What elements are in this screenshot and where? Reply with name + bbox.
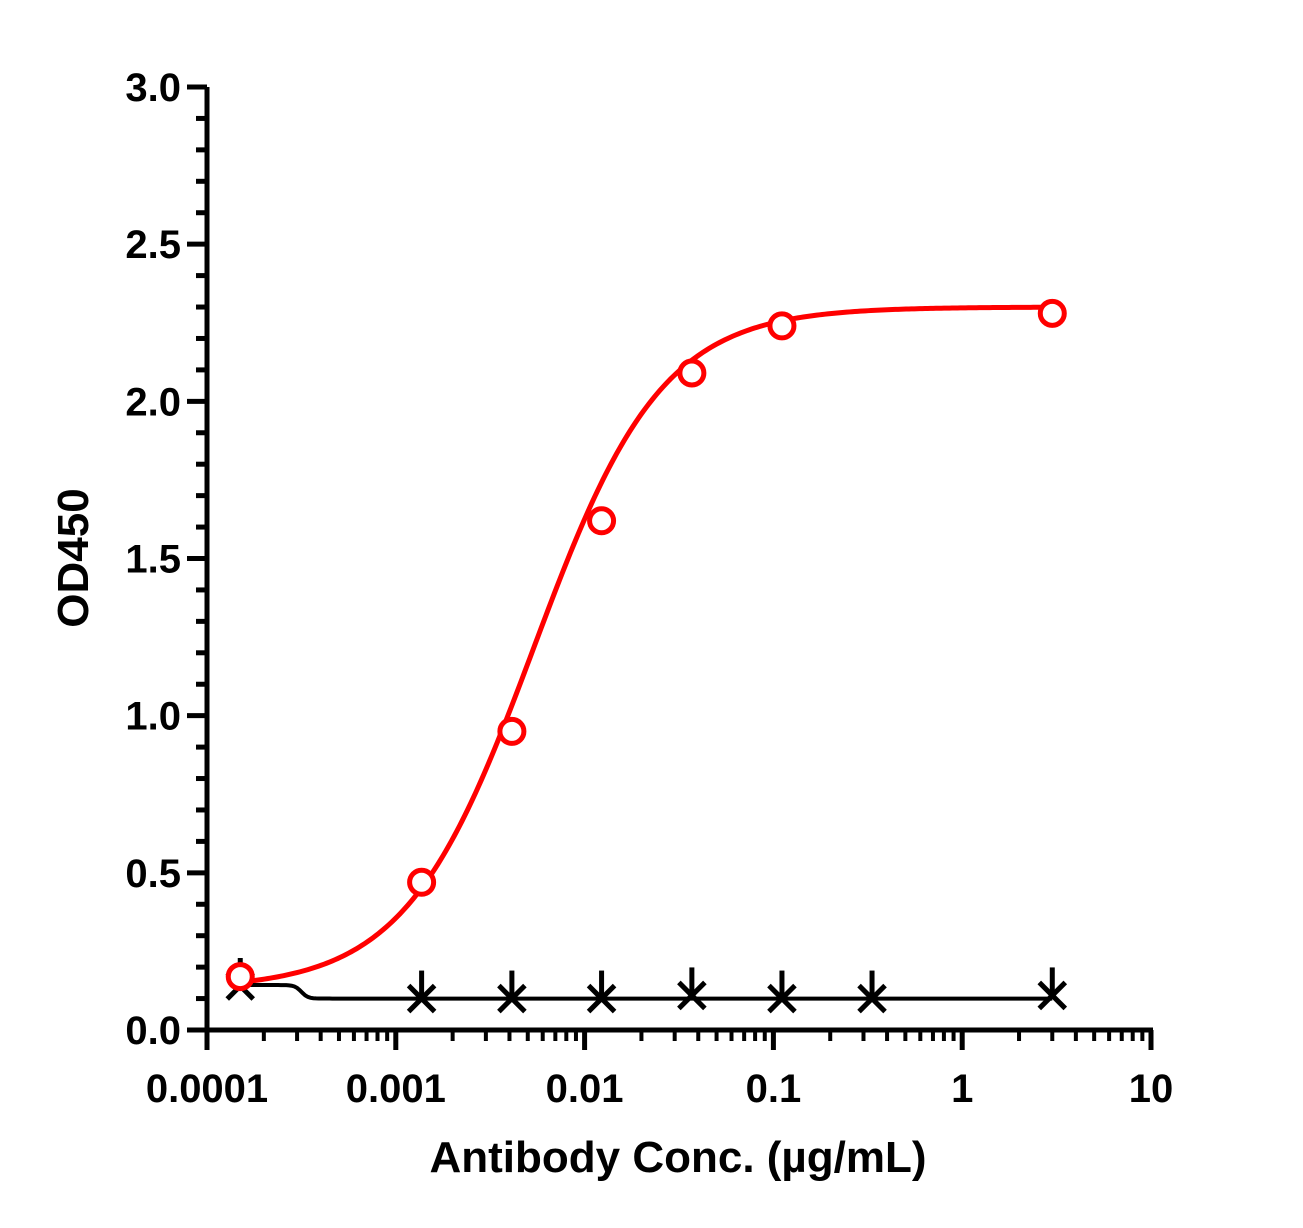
black-asterisk-point <box>406 970 437 1014</box>
red-circle-point <box>587 506 617 536</box>
red-circle-point <box>1037 298 1067 328</box>
y-tick-label: 3.0 <box>125 66 181 110</box>
x-tick-label: 1 <box>951 1067 973 1111</box>
y-tick-label: 2.5 <box>125 223 181 267</box>
red-circle-point <box>225 962 255 992</box>
red-fit-curve <box>239 304 1053 985</box>
black-fit-curve <box>240 983 1053 1001</box>
black-asterisk-point <box>767 970 797 1014</box>
y-axis-title: OD450 <box>49 488 98 627</box>
red-circle-point <box>497 716 527 746</box>
red-circle-point <box>677 358 707 388</box>
y-tick-label: 1.0 <box>125 695 181 739</box>
black-asterisk-point <box>497 970 527 1014</box>
x-tick-label: 0.0001 <box>146 1067 268 1111</box>
x-tick-label: 0.1 <box>746 1067 802 1111</box>
red-circle-point <box>407 867 437 897</box>
fit-curves <box>239 304 1053 1001</box>
y-tick-label: 0.0 <box>125 1009 181 1053</box>
x-tick-label: 0.001 <box>346 1067 446 1111</box>
red-circle-point <box>767 311 797 341</box>
data-markers <box>225 298 1068 1014</box>
x-tick-label: 10 <box>1129 1067 1174 1111</box>
x-tick-label: 0.01 <box>546 1067 624 1111</box>
black-asterisk-point <box>677 967 707 1011</box>
y-tick-label: 1.5 <box>125 538 181 582</box>
black-asterisk-point <box>1037 967 1068 1011</box>
y-tick-label: 0.5 <box>125 852 181 896</box>
axes: 0.0 0.5 1.0 1.5 2.0 2.5 3.0 0.0001 0.001 0.01 0.1 1… <box>125 66 1173 1111</box>
y-tick-label: 2.0 <box>125 380 181 424</box>
x-axis-title: Antibody Conc. (µg/mL) <box>429 1133 926 1182</box>
black-asterisk-point <box>586 970 617 1014</box>
black-asterisk-point <box>857 970 887 1014</box>
